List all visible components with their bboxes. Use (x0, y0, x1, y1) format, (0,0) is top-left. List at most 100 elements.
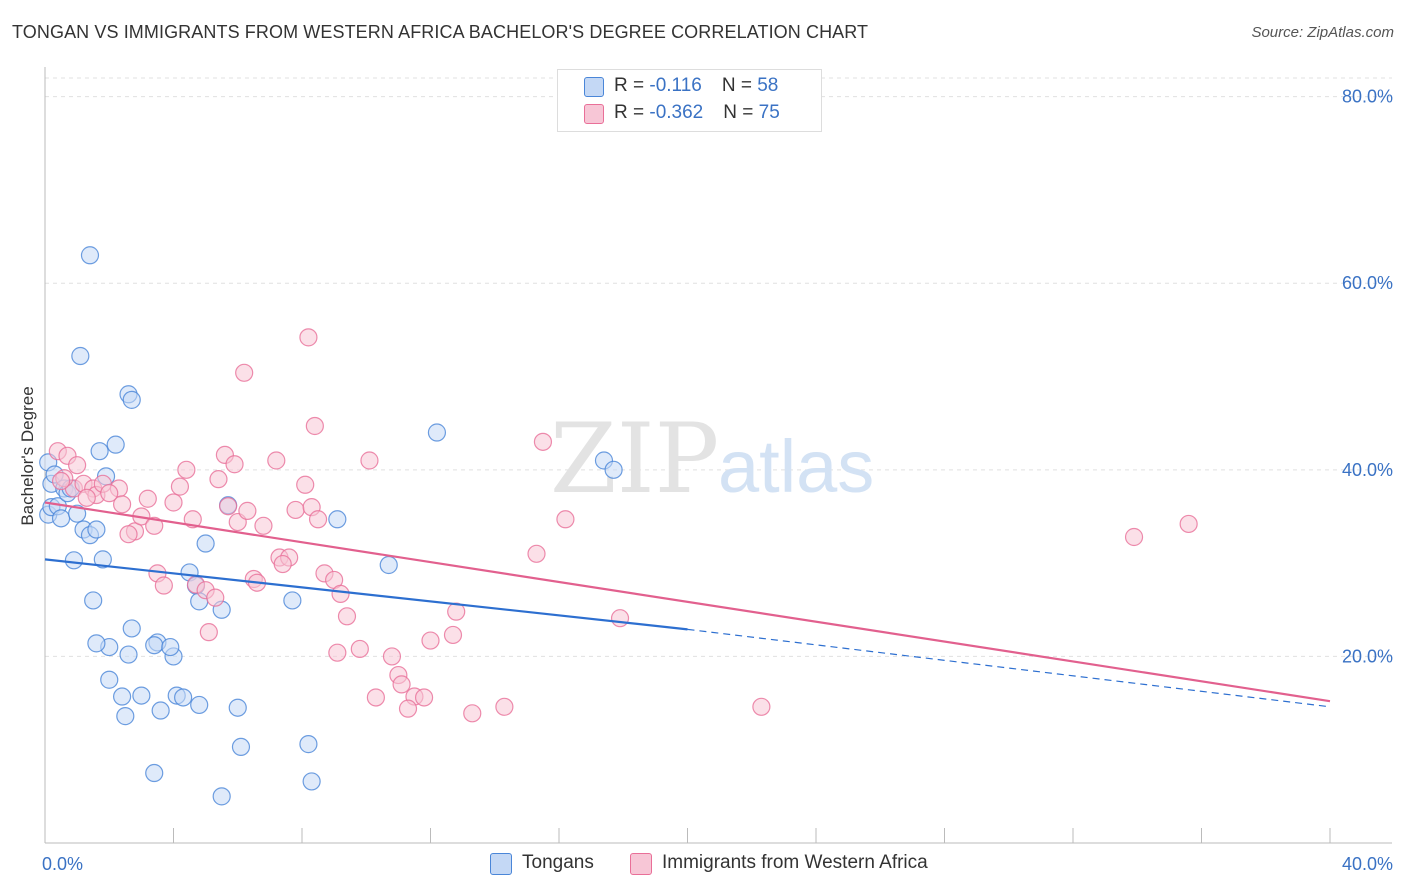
watermark: ZIP atlas (550, 403, 874, 515)
n-value: 58 (757, 75, 779, 96)
tongan-point (604, 460, 623, 479)
tongan-point (64, 551, 84, 570)
western-africa-point (366, 688, 385, 707)
r-label: R = (614, 75, 650, 96)
western-africa-point (51, 471, 71, 491)
western-africa-point (414, 688, 434, 707)
tongan-point (145, 763, 164, 783)
western-africa-point (328, 643, 347, 662)
tongan-point (106, 435, 125, 454)
western-africa-point (350, 639, 369, 659)
western-africa-point (1179, 514, 1198, 534)
r-value: -0.362 (649, 102, 704, 123)
bottom-legend-swatch-blue (490, 853, 512, 875)
tongan-point (379, 555, 398, 575)
legend-swatch-pink (584, 104, 604, 124)
western-africa-point (392, 675, 411, 694)
tongan-point (87, 520, 106, 539)
western-africa-point (556, 510, 575, 529)
legend-text: R = -0.362 N = 75 (614, 102, 780, 124)
western-africa-point (533, 432, 553, 451)
y-tick-label: 20.0% (1342, 646, 1393, 666)
tongan-point (212, 787, 231, 806)
chart-title: TONGAN VS IMMIGRANTS FROM WESTERN AFRICA… (12, 22, 869, 42)
western-africa-point (145, 516, 164, 535)
western-africa-point (398, 699, 418, 718)
data-points (39, 246, 1198, 806)
western-africa-point (331, 584, 350, 604)
tongan-point (299, 735, 318, 754)
tongan-point (151, 701, 170, 720)
tongan-trend-line-extension (687, 628, 1331, 708)
tongan-point (93, 550, 112, 569)
western-africa-point (206, 588, 225, 607)
western-africa-point (443, 625, 463, 645)
tongan-point (84, 591, 103, 610)
stats-legend: R = -0.116 N = 58 R = -0.362 N = 75 (557, 69, 822, 132)
western-africa-point (254, 516, 273, 535)
tongan-point (90, 442, 109, 461)
trend-lines (44, 501, 1331, 708)
western-africa-point (68, 456, 87, 475)
western-africa-point (209, 470, 228, 489)
x-tick-label: 0.0% (42, 854, 83, 874)
tongan-point (161, 637, 180, 657)
tongan-point (196, 534, 215, 553)
tongan-point (190, 695, 209, 715)
western-africa-point (273, 554, 292, 574)
r-label: R = (614, 102, 650, 123)
western-africa-point (308, 510, 328, 529)
western-africa-point (183, 510, 202, 529)
tongan-trend-line (44, 558, 688, 631)
western-africa-point (463, 704, 482, 723)
western-africa-point (286, 500, 305, 520)
western-africa-point (752, 697, 771, 716)
western-africa-point (238, 501, 257, 520)
tongan-point (328, 510, 347, 529)
tongan-point (145, 636, 164, 655)
r-value: -0.116 (649, 75, 702, 96)
tongan-point (132, 686, 151, 705)
watermark-zip: ZIP (550, 403, 719, 515)
tongan-point (51, 509, 71, 528)
tongan-point (68, 504, 87, 523)
y-tick-label: 80.0% (1342, 87, 1393, 107)
western-africa-point (495, 697, 514, 716)
tongan-point (174, 688, 193, 707)
n-label: N = (723, 102, 759, 123)
y-tick-label: 40.0% (1342, 460, 1393, 480)
western-africa-point (299, 328, 318, 347)
bottom-legend-swatch-pink (630, 853, 652, 875)
western-africa-point (360, 451, 379, 470)
legend-text: R = -0.116 N = 58 (614, 75, 778, 97)
western-africa-point (112, 495, 132, 514)
western-africa-point (138, 489, 157, 508)
tongan-point (80, 246, 100, 265)
western-africa-point (337, 607, 357, 626)
tongan-point (228, 698, 247, 717)
western-africa-point (235, 363, 254, 382)
western-africa-point (610, 609, 630, 628)
western-africa-point (527, 544, 546, 563)
western-africa-point (119, 525, 138, 544)
n-value: 75 (758, 102, 780, 123)
tongan-point (112, 687, 132, 706)
tongan-point (231, 737, 251, 757)
tongan-point (87, 634, 106, 653)
bottom-legend-label: Tongans (522, 852, 594, 873)
western-africa-point (1124, 527, 1144, 547)
tongan-point (71, 346, 90, 366)
legend-swatch-blue (584, 77, 604, 97)
western-africa-point (199, 623, 218, 642)
western-africa-point (154, 576, 173, 595)
western-africa-point (267, 451, 286, 470)
western-africa-point (164, 493, 183, 512)
western-africa-point (170, 477, 190, 496)
western-africa-point (100, 484, 119, 503)
n-label: N = (721, 75, 758, 96)
tick-labels: 20.0% 40.0% 60.0% 80.0% 0.0% 40.0% (42, 87, 1393, 874)
tongan-point (122, 619, 141, 638)
y-tick-label: 60.0% (1342, 273, 1393, 293)
western-africa-point (225, 455, 244, 474)
western-africa-point (421, 631, 440, 650)
